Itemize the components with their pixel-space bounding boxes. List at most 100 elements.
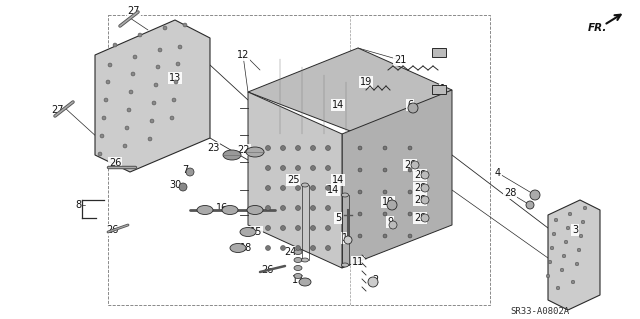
- Circle shape: [550, 246, 554, 250]
- Ellipse shape: [294, 265, 302, 271]
- Circle shape: [421, 196, 429, 204]
- Polygon shape: [248, 92, 342, 268]
- Text: 1: 1: [440, 48, 446, 57]
- Circle shape: [421, 171, 429, 179]
- Circle shape: [138, 33, 142, 37]
- Text: 19: 19: [360, 77, 372, 87]
- Circle shape: [408, 103, 418, 113]
- Text: 29: 29: [414, 195, 426, 205]
- Circle shape: [526, 201, 534, 209]
- Text: 29: 29: [414, 183, 426, 193]
- Text: 12: 12: [237, 50, 249, 60]
- Ellipse shape: [342, 193, 349, 197]
- Text: 29: 29: [414, 170, 426, 180]
- Text: 16: 16: [216, 203, 228, 213]
- Circle shape: [156, 65, 160, 69]
- Text: 23: 23: [207, 143, 219, 153]
- Circle shape: [358, 146, 362, 150]
- Circle shape: [150, 119, 154, 123]
- Circle shape: [556, 286, 560, 290]
- Circle shape: [163, 26, 167, 30]
- Circle shape: [296, 226, 301, 231]
- Circle shape: [296, 205, 301, 211]
- Circle shape: [280, 145, 285, 151]
- Circle shape: [266, 205, 271, 211]
- Text: 14: 14: [332, 175, 344, 185]
- Circle shape: [176, 62, 180, 66]
- Text: 2: 2: [372, 275, 378, 285]
- Circle shape: [310, 205, 316, 211]
- Circle shape: [280, 205, 285, 211]
- Ellipse shape: [197, 205, 213, 214]
- Text: 15: 15: [250, 227, 262, 237]
- Circle shape: [113, 43, 117, 47]
- Text: 14: 14: [327, 185, 339, 195]
- Circle shape: [344, 236, 352, 244]
- Circle shape: [266, 226, 271, 231]
- Ellipse shape: [222, 205, 238, 214]
- Circle shape: [266, 186, 271, 190]
- Circle shape: [158, 48, 162, 52]
- Ellipse shape: [240, 227, 256, 236]
- Text: 27: 27: [128, 6, 140, 16]
- Circle shape: [421, 184, 429, 192]
- Circle shape: [127, 108, 131, 112]
- Circle shape: [564, 240, 568, 244]
- Circle shape: [172, 98, 176, 102]
- Circle shape: [178, 45, 182, 49]
- Ellipse shape: [301, 258, 308, 262]
- Circle shape: [383, 190, 387, 194]
- Circle shape: [280, 166, 285, 170]
- Circle shape: [280, 226, 285, 231]
- Circle shape: [358, 234, 362, 238]
- Text: 30: 30: [169, 180, 181, 190]
- Circle shape: [326, 145, 330, 151]
- Circle shape: [133, 55, 137, 59]
- Circle shape: [408, 146, 412, 150]
- Ellipse shape: [223, 150, 241, 160]
- Circle shape: [100, 134, 104, 138]
- Circle shape: [310, 226, 316, 231]
- Ellipse shape: [294, 249, 302, 255]
- Circle shape: [296, 166, 301, 170]
- Ellipse shape: [246, 147, 264, 157]
- Circle shape: [296, 186, 301, 190]
- Circle shape: [280, 246, 285, 250]
- Circle shape: [296, 145, 301, 151]
- Circle shape: [148, 137, 152, 141]
- Circle shape: [562, 254, 566, 258]
- Text: 4: 4: [495, 168, 501, 178]
- Text: 5: 5: [335, 213, 341, 223]
- Circle shape: [131, 72, 135, 76]
- Circle shape: [123, 144, 127, 148]
- Circle shape: [179, 183, 187, 191]
- Text: 14: 14: [332, 100, 344, 110]
- Circle shape: [280, 186, 285, 190]
- Text: 7: 7: [182, 165, 188, 175]
- Circle shape: [296, 246, 301, 250]
- Text: 26: 26: [261, 265, 273, 275]
- Ellipse shape: [299, 278, 311, 286]
- Text: 11: 11: [352, 257, 364, 267]
- Ellipse shape: [230, 243, 246, 253]
- Text: 28: 28: [504, 188, 516, 198]
- Circle shape: [368, 277, 378, 287]
- Polygon shape: [548, 200, 600, 310]
- Text: 26: 26: [109, 158, 121, 168]
- Circle shape: [383, 168, 387, 172]
- Circle shape: [583, 206, 587, 210]
- Circle shape: [129, 90, 133, 94]
- Circle shape: [266, 246, 271, 250]
- Text: 21: 21: [394, 55, 406, 65]
- Circle shape: [310, 186, 316, 190]
- Circle shape: [389, 221, 397, 229]
- Text: 3: 3: [572, 225, 578, 235]
- Circle shape: [408, 234, 412, 238]
- Text: 24: 24: [284, 247, 296, 257]
- Text: 9: 9: [387, 217, 393, 227]
- Circle shape: [358, 168, 362, 172]
- Circle shape: [552, 232, 556, 236]
- Text: 10: 10: [382, 197, 394, 207]
- Circle shape: [358, 190, 362, 194]
- Circle shape: [326, 166, 330, 170]
